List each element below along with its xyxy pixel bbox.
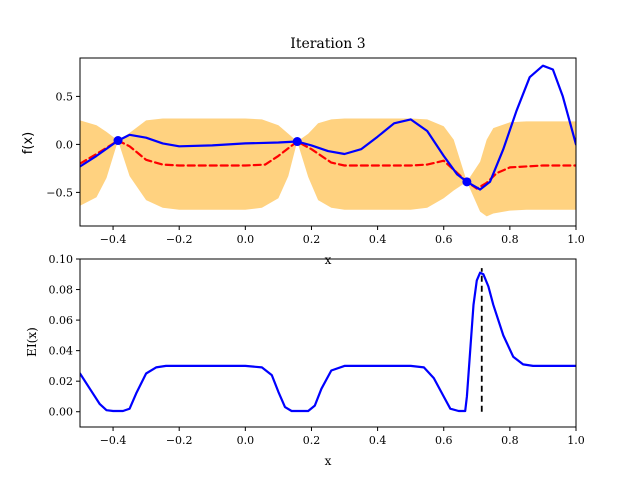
top-observation-point bbox=[292, 137, 302, 147]
bottom-solid-line bbox=[80, 271, 576, 413]
bottom-x-tick-label: 1.0 bbox=[567, 434, 585, 447]
top-series-group bbox=[80, 64, 576, 217]
bottom-x-tick-label: −0.2 bbox=[166, 434, 193, 447]
bottom-x-axis-label: x bbox=[325, 454, 332, 468]
top-x-tick-label: 0.8 bbox=[501, 233, 519, 246]
top-x-tick-label: 0.6 bbox=[435, 233, 453, 246]
top-panel-gp-posterior: Iteration 3 −0.4 −0.2 0.0 0.2 0.4 0.6 0.8 1.0−0… bbox=[21, 36, 585, 267]
top-plot-area bbox=[80, 64, 576, 217]
bottom-x-tick-label: 0.4 bbox=[369, 434, 387, 447]
top-x-tick-label: 0.2 bbox=[303, 233, 321, 246]
bottom-y-axis-label: EI(x) bbox=[25, 327, 39, 357]
top-confidence-band bbox=[80, 118, 576, 217]
bottom-x-tick-label: 0.6 bbox=[435, 434, 453, 447]
top-y-axis-label: f(x) bbox=[21, 132, 36, 154]
bottom-series-group bbox=[80, 268, 576, 413]
top-observation-point bbox=[113, 136, 123, 146]
top-x-tick-label: −0.4 bbox=[100, 233, 127, 246]
top-dashed-mean-line bbox=[80, 139, 576, 190]
top-chart-title: Iteration 3 bbox=[290, 36, 365, 52]
bottom-y-tick-label: 0.00 bbox=[49, 406, 74, 419]
bottom-y-tick-label: 0.04 bbox=[49, 345, 74, 358]
top-x-tick-label: 0.4 bbox=[369, 233, 387, 246]
bottom-y-tick-label: 0.06 bbox=[49, 314, 74, 327]
top-x-tick-label: −0.2 bbox=[166, 233, 193, 246]
bottom-x-tick-label: 0.8 bbox=[501, 434, 519, 447]
bottom-axes: −0.4 −0.2 0.0 0.2 0.4 0.6 0.8 1.0 0.00 0.02 0.04 0.… bbox=[49, 253, 585, 447]
top-y-tick-label: 0.5 bbox=[56, 90, 74, 103]
top-axes-frame bbox=[79, 57, 577, 227]
bottom-x-tick-label: 0.2 bbox=[303, 434, 321, 447]
bottom-plot-area bbox=[80, 268, 576, 413]
bottom-y-tick-label: 0.02 bbox=[49, 375, 74, 388]
top-axes: −0.4 −0.2 0.0 0.2 0.4 0.6 0.8 1.0 −0.5 0.0 0.5 bbox=[46, 57, 585, 246]
bottom-x-tick-label: 0.0 bbox=[237, 434, 255, 447]
top-x-tick-label: 0.0 bbox=[237, 233, 255, 246]
top-solid-line bbox=[80, 64, 576, 191]
top-y-tick-label: 0.0 bbox=[56, 138, 74, 151]
top-x-axis-label: x bbox=[325, 253, 332, 267]
top-observation-point bbox=[462, 177, 472, 187]
bottom-y-tick-label: 0.10 bbox=[49, 253, 74, 266]
bottom-x-tick-label: −0.4 bbox=[100, 434, 127, 447]
bottom-y-tick-label: 0.08 bbox=[49, 284, 74, 297]
bottom-axes-frame bbox=[79, 258, 577, 428]
bottom-panel-expected-improvement: −0.4 −0.2 0.0 0.2 0.4 0.6 0.8 1.0 0.00 0.02 0.04 0.… bbox=[25, 253, 585, 468]
top-x-tick-label: 1.0 bbox=[567, 233, 585, 246]
top-y-tick-label: −0.5 bbox=[46, 186, 73, 199]
